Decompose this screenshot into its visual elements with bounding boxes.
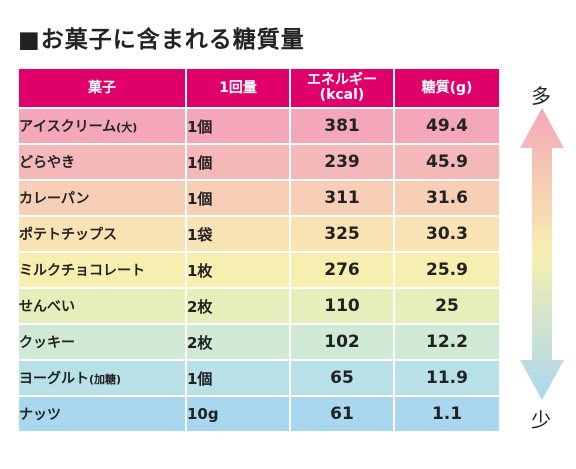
cell-snack-name: ポテトチップス — [17, 215, 187, 253]
scale-label-many: 多 — [531, 84, 551, 108]
cell-snack-name: ヨーグルト(加糖) — [17, 359, 187, 397]
cell-serving-amount: 10g — [185, 395, 291, 433]
sugar-table-container: 菓子 1回量 エネルギー (kcal) 糖質(g) アイスクリーム(大) 1個 38… — [17, 67, 501, 433]
table-row: アイスクリーム(大) 1個 381 49.4 — [17, 107, 501, 145]
snack-name: ナッツ — [19, 407, 61, 423]
cell-energy-kcal: 110 — [289, 287, 395, 325]
cell-sugar-grams: 12.2 — [393, 323, 501, 361]
cell-energy-kcal: 325 — [289, 215, 395, 253]
cell-serving-amount: 2枚 — [185, 323, 291, 361]
cell-serving-amount: 1個 — [185, 107, 291, 145]
header-name: 菓子 — [17, 67, 187, 109]
snack-name: アイスクリーム — [19, 119, 117, 135]
table-row: ミルクチョコレート 1枚 276 25.9 — [17, 251, 501, 289]
header-kcal-line2: (kcal) — [319, 87, 365, 103]
cell-snack-name: どらやき — [17, 143, 187, 181]
cell-snack-name: ミルクチョコレート — [17, 251, 187, 289]
cell-sugar-grams: 25 — [393, 287, 501, 325]
cell-energy-kcal: 61 — [289, 395, 395, 433]
cell-sugar-grams: 30.3 — [393, 215, 501, 253]
cell-sugar-grams: 1.1 — [393, 395, 501, 433]
table-row: カレーパン 1個 311 31.6 — [17, 179, 501, 217]
table-body: アイスクリーム(大) 1個 381 49.4 どらやき 1個 239 45.9 カレーパン 1個 3… — [17, 107, 501, 433]
snack-name: ポテトチップス — [19, 227, 117, 243]
snack-name-note: (加糖) — [89, 373, 122, 386]
cell-energy-kcal: 311 — [289, 179, 395, 217]
snack-name: クッキー — [19, 335, 75, 351]
cell-energy-kcal: 239 — [289, 143, 395, 181]
cell-serving-amount: 2枚 — [185, 287, 291, 325]
table-row: せんべい 2枚 110 25 — [17, 287, 501, 325]
cell-snack-name: クッキー — [17, 323, 187, 361]
cell-sugar-grams: 11.9 — [393, 359, 501, 397]
cell-sugar-grams: 25.9 — [393, 251, 501, 289]
cell-serving-amount: 1個 — [185, 359, 291, 397]
snack-name: ミルクチョコレート — [19, 263, 145, 279]
cell-serving-amount: 1枚 — [185, 251, 291, 289]
table-header-row: 菓子 1回量 エネルギー (kcal) 糖質(g) — [17, 67, 501, 109]
snack-name: ヨーグルト — [19, 371, 89, 387]
cell-snack-name: ナッツ — [17, 395, 187, 433]
cell-serving-amount: 1袋 — [185, 215, 291, 253]
cell-sugar-grams: 49.4 — [393, 107, 501, 145]
snack-name: どらやき — [19, 155, 75, 171]
cell-sugar-grams: 45.9 — [393, 143, 501, 181]
table-row: クッキー 2枚 102 12.2 — [17, 323, 501, 361]
table-row: ヨーグルト(加糖) 1個 65 11.9 — [17, 359, 501, 397]
cell-snack-name: せんべい — [17, 287, 187, 325]
cell-serving-amount: 1個 — [185, 179, 291, 217]
header-qty: 1回量 — [185, 67, 291, 109]
cell-sugar-grams: 31.6 — [393, 179, 501, 217]
cell-energy-kcal: 102 — [289, 323, 395, 361]
page-title: ■お菓子に含まれる糖質量 — [18, 27, 305, 53]
snack-name: せんべい — [19, 299, 75, 315]
table-row: ナッツ 10g 61 1.1 — [17, 395, 501, 433]
cell-snack-name: アイスクリーム(大) — [17, 107, 187, 145]
cell-energy-kcal: 276 — [289, 251, 395, 289]
cell-energy-kcal: 381 — [289, 107, 395, 145]
double-arrow-icon — [520, 108, 564, 400]
cell-energy-kcal: 65 — [289, 359, 395, 397]
scale-label-few: 少 — [531, 408, 551, 432]
table-row: ポテトチップス 1袋 325 30.3 — [17, 215, 501, 253]
cell-snack-name: カレーパン — [17, 179, 187, 217]
header-sugar: 糖質(g) — [393, 67, 501, 109]
sugar-table: 菓子 1回量 エネルギー (kcal) 糖質(g) アイスクリーム(大) 1個 38… — [17, 67, 501, 433]
snack-name: カレーパン — [19, 191, 90, 207]
header-kcal: エネルギー (kcal) — [289, 67, 395, 109]
table-row: どらやき 1個 239 45.9 — [17, 143, 501, 181]
cell-serving-amount: 1個 — [185, 143, 291, 181]
snack-name-note: (大) — [116, 121, 138, 134]
header-kcal-line1: エネルギー — [307, 72, 377, 89]
